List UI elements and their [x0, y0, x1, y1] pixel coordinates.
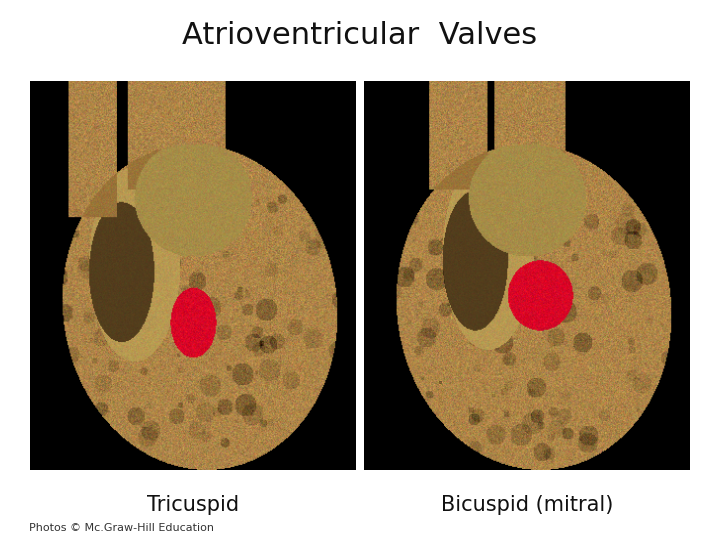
Text: Tricuspid: Tricuspid [147, 495, 239, 515]
Text: Photos © Mc.Graw-Hill Education: Photos © Mc.Graw-Hill Education [29, 523, 214, 533]
Text: Bicuspid (mitral): Bicuspid (mitral) [441, 495, 613, 515]
Text: Atrioventricular  Valves: Atrioventricular Valves [182, 21, 538, 50]
